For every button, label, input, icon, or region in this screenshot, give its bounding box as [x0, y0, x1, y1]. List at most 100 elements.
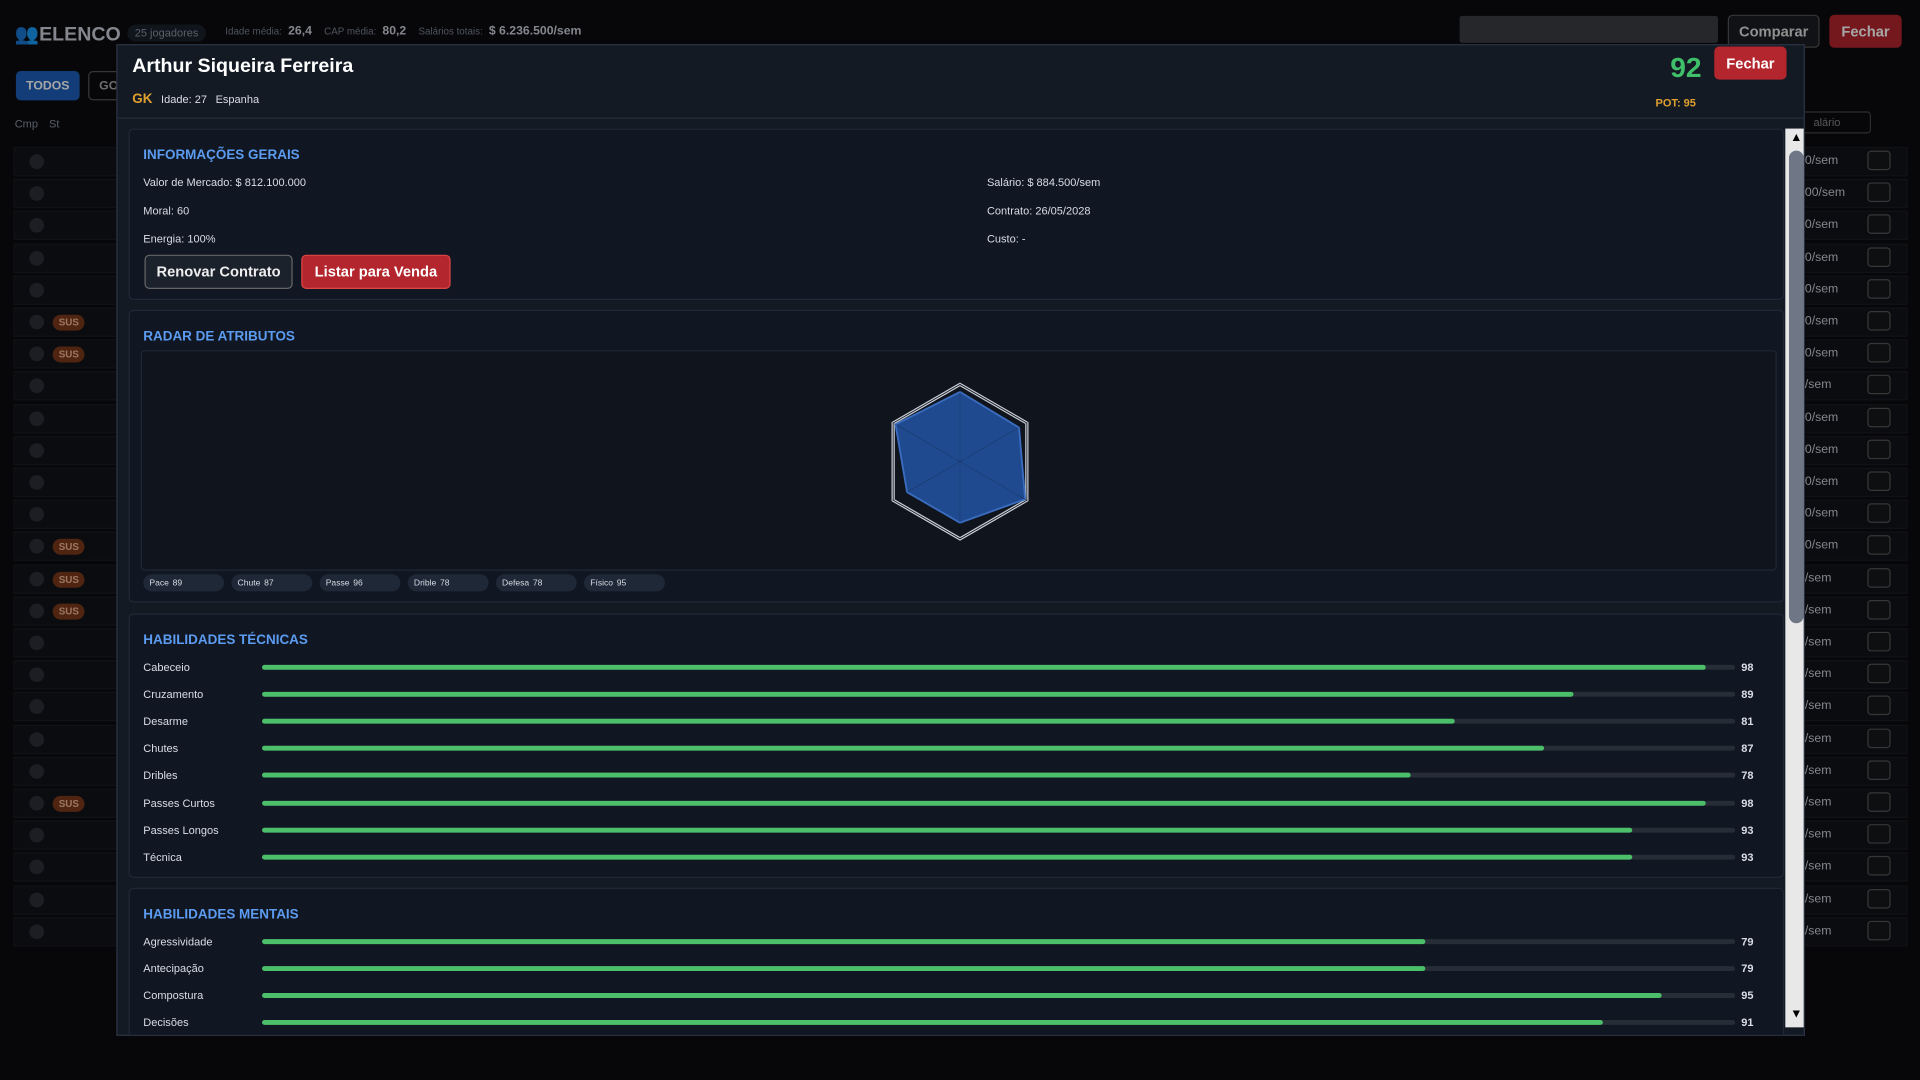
chip-name: Defesa: [502, 579, 530, 588]
info-button[interactable]: [1867, 182, 1891, 203]
status-badge: SUS: [52, 346, 86, 363]
info-button[interactable]: [1867, 888, 1891, 909]
skill-value: 98: [1741, 661, 1754, 674]
scroll-up[interactable]: ▲: [1790, 131, 1803, 145]
info-button[interactable]: [1867, 343, 1891, 363]
info-button[interactable]: [1867, 246, 1891, 267]
modal-close-button[interactable]: Fechar: [1714, 46, 1787, 80]
row-status: [29, 635, 45, 651]
row-salary: /sem: [1804, 795, 1832, 810]
section-title: HABILIDADES TÉCNICAS: [143, 633, 308, 648]
skill-name: Cruzamento: [143, 688, 204, 701]
mental-section: HABILIDADES MENTAIS Agressividade 79 Anteci…: [128, 887, 1785, 1035]
skill-name: Agressividade: [143, 935, 213, 948]
skill-value: 89: [1741, 688, 1754, 701]
skill-value: 93: [1741, 850, 1754, 863]
info-button[interactable]: [1867, 407, 1891, 427]
general-right: Salário: $ 884.500/sem Contrato: 26/05/20…: [987, 176, 1100, 260]
status-badge: SUS: [52, 571, 86, 588]
info-button[interactable]: [1867, 663, 1891, 684]
scroll-down[interactable]: ▼: [1790, 1007, 1803, 1022]
row-status: [29, 314, 45, 330]
info-button[interactable]: [1867, 311, 1891, 331]
skill-value: 79: [1741, 962, 1754, 975]
renew-button[interactable]: Renovar Contrato: [144, 254, 293, 289]
general-left: Valor de Mercado: $ 812.100.000 Moral: 60…: [143, 176, 306, 260]
radar-chip: Drible 78: [407, 574, 489, 592]
section-title: RADAR DE ATRIBUTOS: [143, 329, 295, 345]
info-button[interactable]: [1867, 599, 1891, 620]
info-button[interactable]: [1867, 792, 1891, 812]
close-button[interactable]: Fechar: [1829, 14, 1902, 48]
compare-button[interactable]: Comparar: [1727, 14, 1820, 48]
info-button[interactable]: [1867, 760, 1891, 780]
skill-value: 81: [1741, 715, 1754, 728]
info-button[interactable]: [1867, 856, 1891, 876]
skill-value: 87: [1741, 742, 1754, 755]
row-salary: /sem: [1804, 699, 1832, 714]
info-button[interactable]: [1867, 214, 1891, 235]
status-badge: SUS: [52, 795, 86, 812]
info-button[interactable]: [1867, 278, 1891, 299]
row-salary: /sem: [1804, 860, 1832, 874]
row-status: [29, 924, 45, 939]
info-button[interactable]: [1867, 631, 1891, 652]
skill-bar: [262, 966, 1426, 972]
row-status: [29, 731, 45, 747]
filter-button[interactable]: TODOS: [15, 71, 80, 101]
info-button[interactable]: [1867, 503, 1891, 524]
info-button[interactable]: [1867, 471, 1891, 492]
scroll-thumb[interactable]: [1788, 150, 1804, 624]
chip-name: Chute: [237, 579, 261, 588]
info-button[interactable]: [1867, 695, 1891, 716]
info-line: Contrato: 26/05/2028: [986, 204, 1091, 217]
stat-value: $ 6.236.500/sem: [488, 24, 582, 38]
radar-frame: [891, 382, 1029, 541]
chip-value: 87: [264, 579, 274, 588]
info-button[interactable]: [1867, 150, 1891, 171]
info-line: Moral: 60: [143, 204, 190, 217]
row-status: [29, 410, 45, 426]
info-button[interactable]: [1867, 920, 1891, 941]
info-button[interactable]: [1867, 728, 1891, 748]
skill-name: Antecipação: [143, 962, 204, 975]
nationality: Espanha: [215, 93, 260, 106]
status-badge: SUS: [52, 603, 86, 620]
info-button[interactable]: [1867, 535, 1891, 556]
potential: POT: 95: [1655, 96, 1696, 109]
overall: 92: [1670, 51, 1702, 84]
radar-chip: Pace 89: [143, 574, 225, 592]
sell-button[interactable]: Listar para Venda: [301, 254, 451, 289]
chip-value: 96: [353, 579, 363, 588]
info-button[interactable]: [1867, 439, 1891, 459]
row-salary: 0/sem: [1804, 218, 1839, 232]
scrollbar[interactable]: ▲ ▼: [1785, 128, 1804, 1028]
radar-frame: [893, 384, 1027, 539]
row-status: [29, 539, 45, 554]
skill-bar: [262, 827, 1632, 833]
row-status: [29, 250, 45, 266]
search-box[interactable]: [1459, 15, 1718, 43]
column-header: Cmp: [14, 117, 38, 130]
skill-name: Decisões: [143, 1016, 189, 1029]
info-button[interactable]: [1867, 824, 1891, 844]
row-status: [29, 475, 45, 490]
radar-spoke: [959, 461, 1029, 502]
row-status: [29, 378, 45, 394]
skill-name: Técnica: [143, 850, 182, 863]
row-status: [29, 699, 45, 715]
info-button[interactable]: [1867, 567, 1891, 588]
row-status: [29, 186, 45, 202]
radar-section: RADAR DE ATRIBUTOS Pace 89 Chute 87 Passe 96 D…: [128, 309, 1785, 603]
row-salary: 0/sem: [1804, 410, 1839, 425]
skill-value: 91: [1741, 1016, 1754, 1029]
info-button[interactable]: [1867, 375, 1891, 395]
skill-bar: [262, 939, 1426, 945]
stat-value: 80,2: [382, 24, 407, 38]
technical-section: HABILIDADES TÉCNICAS Cabeceio 98 Cruzamento…: [128, 613, 1785, 878]
row-salary: 0/sem: [1804, 443, 1839, 457]
radar-chip: Defesa 78: [495, 574, 577, 592]
skill-bar: [262, 854, 1632, 860]
skill-bar: [262, 800, 1706, 806]
